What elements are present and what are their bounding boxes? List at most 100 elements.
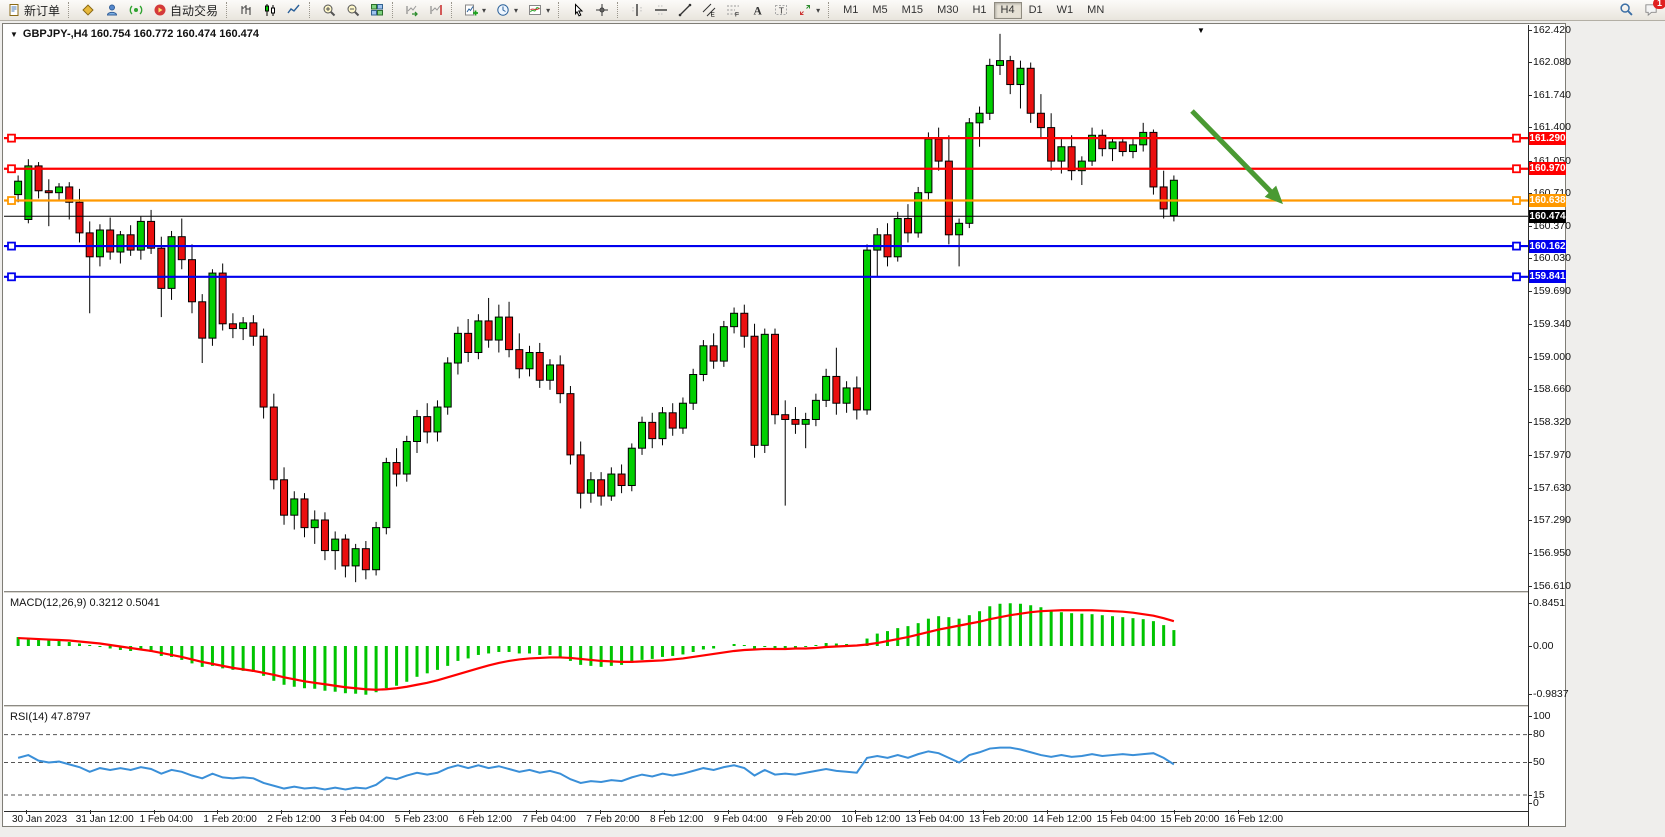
new-order-label: 新订单 xyxy=(24,2,60,19)
equidistant-channel-button[interactable]: E xyxy=(697,1,721,20)
macd-scale-label: 0.8451 xyxy=(1533,597,1565,609)
price-tick-label: 159.690 xyxy=(1533,285,1571,297)
price-tick-label: 159.340 xyxy=(1533,318,1571,330)
macd-scale-label: -0.9837 xyxy=(1533,688,1569,700)
indicators-button[interactable]: ▾ xyxy=(459,1,491,20)
timeframe-button-d1[interactable]: D1 xyxy=(1022,2,1050,19)
templates-icon xyxy=(528,3,542,17)
price-tick-label: 158.320 xyxy=(1533,416,1571,428)
svg-text:T: T xyxy=(779,6,784,16)
arrows-icon xyxy=(798,3,812,17)
price-tick-label: 162.420 xyxy=(1533,24,1571,36)
equidistant-channel-icon: E xyxy=(702,3,716,17)
search-icon[interactable] xyxy=(1619,2,1634,20)
time-axis-label: 3 Feb 04:00 xyxy=(331,814,384,825)
price-tick-label: 159.000 xyxy=(1533,351,1571,363)
fibonacci-button[interactable]: F xyxy=(721,1,745,20)
main-toolbar: 新订单 自动交易 ▾▾▾ EFAT▾ M1M5M15M30H1H4D1W1MN … xyxy=(0,0,1665,21)
tile-windows-button[interactable] xyxy=(365,1,389,20)
price-tick-label: 162.080 xyxy=(1533,56,1571,68)
periods-icon xyxy=(496,3,510,17)
chevron-down-icon: ▾ xyxy=(514,6,518,15)
zoom-out-icon xyxy=(346,3,360,17)
time-axis-label: 31 Jan 12:00 xyxy=(76,814,134,825)
templates-button[interactable]: ▾ xyxy=(523,1,555,20)
macd-pane[interactable] xyxy=(4,594,1528,705)
timeframe-button-h1[interactable]: H1 xyxy=(965,2,993,19)
chevron-down-icon: ▾ xyxy=(546,6,550,15)
zoom-out-button[interactable] xyxy=(341,1,365,20)
timeframe-button-m5[interactable]: M5 xyxy=(865,2,894,19)
pane-separator[interactable] xyxy=(4,591,1565,593)
tile-windows-icon xyxy=(370,3,384,17)
notification-badge: 1 xyxy=(1653,0,1665,9)
vertical-line-button[interactable] xyxy=(625,1,649,20)
price-tick-label: 157.630 xyxy=(1533,482,1571,494)
chart-shift-icon xyxy=(429,3,443,17)
svg-text:F: F xyxy=(735,12,739,18)
chevron-down-icon: ▾ xyxy=(482,6,486,15)
bar-chart-icon xyxy=(239,3,253,17)
text-label-icon: T xyxy=(774,3,788,17)
line-chart-icon xyxy=(287,3,301,17)
time-axis-label: 1 Feb 20:00 xyxy=(203,814,256,825)
new-order-button[interactable]: 新订单 xyxy=(2,1,65,20)
new-order-icon xyxy=(7,3,21,17)
crosshair-button[interactable] xyxy=(590,1,614,20)
new-chart-button[interactable] xyxy=(76,1,100,20)
trendline-icon xyxy=(678,3,692,17)
time-axis-label: 14 Feb 12:00 xyxy=(1033,814,1092,825)
price-chart-pane[interactable] xyxy=(4,25,1528,591)
time-axis-label: 2 Feb 12:00 xyxy=(267,814,320,825)
chart-title: GBPJPY-,H4 160.754 160.772 160.474 160.4… xyxy=(23,28,259,40)
chat-icon[interactable]: 1 xyxy=(1644,2,1659,20)
toolbar-separator xyxy=(558,2,563,18)
auto-scroll-icon xyxy=(405,3,419,17)
cursor-icon xyxy=(571,3,585,17)
time-axis-label: 10 Feb 12:00 xyxy=(841,814,900,825)
toolbar-separator xyxy=(617,2,622,18)
rsi-scale-label: 100 xyxy=(1533,710,1551,722)
pane-separator[interactable] xyxy=(4,705,1565,707)
rsi-scale-label: 0 xyxy=(1533,797,1539,809)
trendline-button[interactable] xyxy=(673,1,697,20)
horizontal-line-button[interactable] xyxy=(649,1,673,20)
timeframe-button-h4[interactable]: H4 xyxy=(994,2,1022,19)
toolbar-separator xyxy=(68,2,73,18)
rsi-pane[interactable] xyxy=(4,708,1528,811)
timeframe-button-m1[interactable]: M1 xyxy=(836,2,865,19)
time-axis-label: 16 Feb 12:00 xyxy=(1224,814,1283,825)
time-axis-label: 5 Feb 23:00 xyxy=(395,814,448,825)
last-bar-marker-icon: ▼ xyxy=(1197,26,1205,35)
zoom-in-button[interactable] xyxy=(317,1,341,20)
cursor-button[interactable] xyxy=(566,1,590,20)
auto-scroll-button[interactable] xyxy=(400,1,424,20)
price-tick-label: 158.660 xyxy=(1533,383,1571,395)
broadcast-button[interactable] xyxy=(124,1,148,20)
macd-scale-label: 0.00 xyxy=(1533,640,1553,652)
time-axis-label: 7 Feb 20:00 xyxy=(586,814,639,825)
text-label-button[interactable]: T xyxy=(769,1,793,20)
chart-shift-button[interactable] xyxy=(424,1,448,20)
time-axis-label: 13 Feb 20:00 xyxy=(969,814,1028,825)
time-axis-label: 15 Feb 04:00 xyxy=(1097,814,1156,825)
chart-title-row: ▼ GBPJPY-,H4 160.754 160.772 160.474 160… xyxy=(10,28,259,40)
line-chart-button[interactable] xyxy=(282,1,306,20)
chart-plot-area[interactable]: ▼ GBPJPY-,H4 160.754 160.772 160.474 160… xyxy=(4,25,1528,826)
time-axis-label: 30 Jan 2023 xyxy=(12,814,67,825)
chart-collapse-icon[interactable]: ▼ xyxy=(10,30,18,39)
price-line-badge: 161.290 xyxy=(1529,132,1566,145)
periods-button[interactable]: ▾ xyxy=(491,1,523,20)
bar-chart-button[interactable] xyxy=(234,1,258,20)
timeframe-button-mn[interactable]: MN xyxy=(1080,2,1111,19)
timeframe-button-m15[interactable]: M15 xyxy=(895,2,930,19)
timeframe-button-m30[interactable]: M30 xyxy=(930,2,965,19)
price-scale[interactable]: 162.420162.080161.740161.400161.050160.7… xyxy=(1528,25,1565,826)
text-button[interactable]: A xyxy=(745,1,769,20)
candlestick-chart-button[interactable] xyxy=(258,1,282,20)
timeframe-button-w1[interactable]: W1 xyxy=(1050,2,1081,19)
autotrade-button[interactable]: 自动交易 xyxy=(148,1,223,20)
profile-button[interactable] xyxy=(100,1,124,20)
macd-indicator-label: MACD(12,26,9) 0.3212 0.5041 xyxy=(10,597,160,609)
arrows-button[interactable]: ▾ xyxy=(793,1,825,20)
